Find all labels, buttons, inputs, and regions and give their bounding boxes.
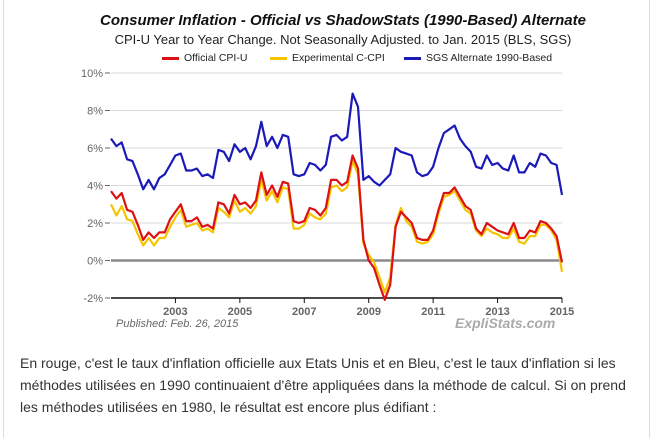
legend-swatch-red [162,56,179,60]
series-line-experimental-c-cpi [110,160,564,294]
legend-label: SGS Alternate 1990-Based [426,52,553,64]
chart-canvas: 10% 8% 6% 4% 2% 0% -2% 2003 2005 2007 2009 2011 201… [81,68,574,318]
x-tick-label: 2003 [163,306,187,318]
chart-subtitle: CPI-U Year to Year Change. Not Seasonall… [114,32,572,47]
x-tick-label: 2013 [485,306,509,318]
y-tick-label: -2% [83,293,103,305]
series-line-official-cpi-u [110,154,564,301]
y-tick-label: 10% [81,68,103,80]
y-tick-label: 0% [87,256,103,268]
published-date: Published: Feb. 26, 2015 [116,318,239,330]
legend-item-sgs-alternate: SGS Alternate 1990-Based [404,52,552,64]
series-lines [110,92,564,301]
y-tick-label: 6% [87,143,103,155]
x-axis: 2003 2005 2007 2009 2011 2013 2015 [163,298,574,318]
page-frame [3,0,650,438]
legend-label: Experimental C-CPI [292,52,385,64]
x-tick-label: 2015 [550,306,574,318]
y-axis-labels: 10% 8% 6% 4% 2% 0% -2% [81,68,103,305]
y-tick-label: 4% [87,181,103,193]
legend-swatch-yellow [270,56,287,60]
x-tick-label: 2007 [292,306,316,318]
x-tick-label: 2009 [356,306,380,318]
x-tick-label: 2011 [421,306,445,318]
brand-watermark: ExpliStats.com [455,315,556,331]
legend-item-experimental-ccpi: Experimental C-CPI [270,52,385,64]
legend-label: Official CPI-U [184,52,248,64]
legend-item-official-cpi: Official CPI-U [162,52,247,64]
chart-title: Consumer Inflation - Official vs ShadowS… [100,12,586,29]
legend-swatch-blue [404,56,421,60]
y-tick-label: 2% [87,218,103,230]
y-tick-label: 8% [87,106,103,118]
x-tick-label: 2005 [228,306,252,318]
series-line-sgs-alternate-1990-based [110,92,564,196]
article-paragraph: En rouge, c'est le taux d'inflation offi… [20,355,626,415]
